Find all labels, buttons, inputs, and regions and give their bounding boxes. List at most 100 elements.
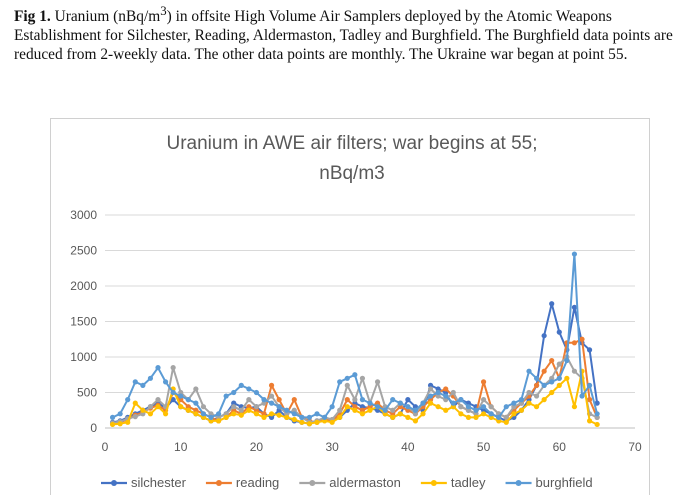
data-point	[299, 414, 305, 420]
data-point	[556, 375, 562, 381]
data-point	[162, 411, 169, 417]
data-point	[132, 400, 138, 406]
data-point	[314, 411, 320, 417]
data-point	[465, 414, 472, 420]
data-point	[405, 404, 411, 410]
legend-label: burghfield	[536, 475, 593, 490]
data-point	[170, 365, 176, 371]
legend-marker	[215, 480, 222, 486]
data-point	[284, 407, 290, 413]
data-point	[586, 397, 593, 403]
data-point	[200, 404, 207, 410]
figure-caption: Fig 1. Uranium (nBq/m3) in offsite High …	[14, 2, 690, 64]
data-point	[427, 400, 434, 406]
data-point	[147, 375, 154, 381]
data-point	[367, 407, 373, 413]
caption-superscript: 3	[160, 4, 167, 18]
data-point	[571, 368, 578, 374]
data-point	[503, 414, 509, 420]
legend-marker	[515, 480, 522, 486]
data-point	[140, 382, 146, 388]
data-point	[390, 407, 396, 413]
data-point	[117, 411, 123, 417]
data-point	[284, 414, 290, 420]
data-point	[185, 407, 191, 413]
data-point	[405, 414, 411, 420]
data-point	[518, 397, 525, 403]
data-point	[261, 414, 267, 420]
data-point	[178, 393, 184, 399]
data-point	[480, 397, 487, 403]
data-point	[170, 397, 176, 403]
data-point	[337, 379, 343, 385]
x-tick-label: 0	[102, 440, 109, 454]
data-point	[193, 411, 199, 417]
data-point	[556, 361, 562, 367]
data-point	[480, 411, 487, 417]
data-point	[268, 393, 275, 399]
series-aldermaston	[109, 354, 600, 426]
data-point	[231, 389, 237, 396]
data-point	[533, 393, 540, 399]
y-tick-label: 0	[90, 421, 97, 435]
data-point	[571, 304, 578, 310]
data-point	[412, 407, 419, 413]
legend-label: tadley	[451, 475, 486, 490]
data-point	[594, 400, 600, 406]
data-point	[564, 357, 570, 364]
data-point	[556, 382, 562, 388]
data-point	[420, 411, 426, 417]
data-point	[178, 404, 184, 410]
data-point	[503, 404, 509, 410]
data-point	[465, 404, 472, 410]
data-point	[215, 411, 222, 417]
data-point	[117, 421, 123, 427]
data-point	[321, 414, 328, 420]
data-point	[359, 397, 366, 403]
data-point	[238, 407, 244, 413]
x-tick-label: 30	[325, 440, 339, 454]
legend-label: reading	[236, 475, 279, 490]
data-point	[253, 411, 260, 417]
legend-label: aldermaston	[329, 475, 401, 490]
data-point	[306, 414, 313, 420]
data-point	[352, 372, 358, 378]
data-point	[374, 404, 381, 410]
data-point	[488, 404, 494, 410]
data-point	[147, 404, 154, 410]
data-point	[586, 347, 593, 353]
data-point	[306, 421, 313, 427]
data-point	[533, 375, 540, 381]
data-point	[382, 407, 388, 413]
data-point	[435, 404, 441, 410]
data-point	[291, 397, 297, 403]
data-point	[170, 389, 176, 396]
data-point	[397, 400, 403, 406]
data-point	[276, 412, 282, 418]
data-point	[367, 400, 373, 406]
data-point	[586, 418, 593, 424]
caption-text-start: Uranium (nBq/m	[50, 8, 161, 26]
data-point	[427, 386, 434, 392]
data-point	[344, 375, 350, 381]
data-point	[231, 411, 237, 417]
data-point	[435, 389, 441, 396]
data-point	[571, 251, 578, 257]
data-point	[450, 389, 456, 396]
data-point	[549, 389, 555, 396]
data-point	[420, 400, 426, 406]
x-axis: 0 10 20 30 40 50 60 70	[102, 440, 642, 454]
data-point	[291, 411, 297, 417]
x-tick-label: 40	[401, 440, 415, 454]
data-point	[594, 411, 600, 417]
data-point	[450, 400, 456, 406]
data-point	[473, 407, 479, 413]
x-tick-label: 60	[553, 440, 567, 454]
data-point	[359, 375, 366, 381]
data-point	[480, 404, 487, 410]
data-point	[526, 400, 532, 406]
caption-text-end: ) in offsite High Volume Air Samplers de…	[14, 8, 673, 64]
data-point	[541, 333, 547, 339]
data-point	[314, 419, 320, 425]
legend-item-reading: reading	[205, 475, 279, 490]
